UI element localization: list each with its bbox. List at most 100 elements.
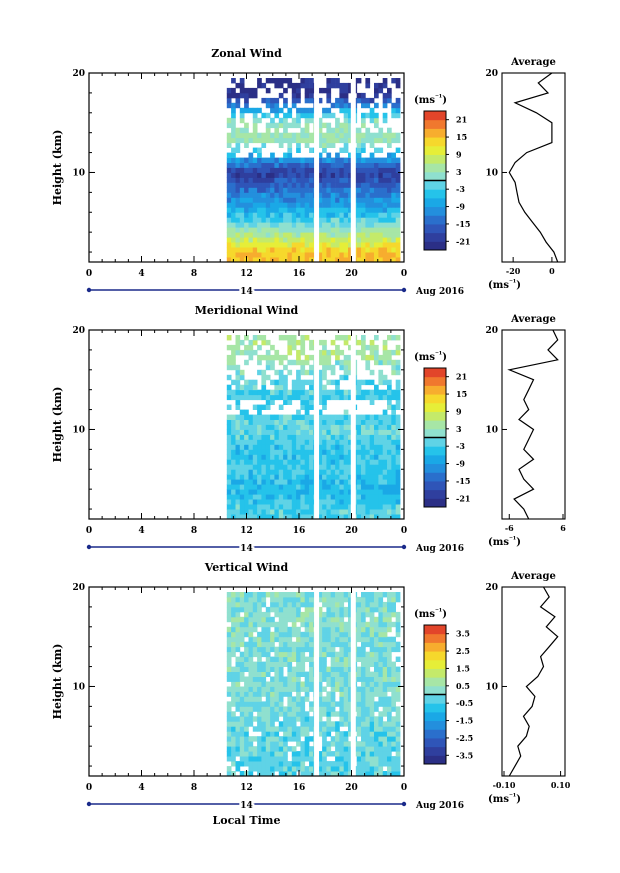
heatmap-cell	[278, 122, 284, 129]
heatmap-cell	[322, 364, 327, 371]
heatmap-cell	[348, 217, 353, 223]
heatmap-cell	[322, 374, 327, 381]
heatmap-cell	[330, 761, 336, 767]
heatmap-cell	[361, 616, 366, 623]
heatmap-cell	[361, 601, 366, 608]
heatmap-cell	[235, 394, 241, 401]
heatmap-cell	[274, 434, 280, 440]
heatmap-cell	[278, 479, 284, 485]
heatmap-cell	[270, 232, 275, 238]
heatmap-cell	[326, 606, 332, 613]
heatmap-cell	[278, 504, 284, 510]
heatmap-cell	[317, 339, 323, 346]
heatmap-cell	[339, 746, 345, 752]
heatmap-cell	[322, 631, 327, 638]
colorbar-tick-label: 3	[456, 167, 462, 177]
heatmap-cell	[343, 621, 349, 628]
heatmap-cell	[335, 424, 340, 430]
heatmap-cell	[261, 731, 267, 737]
heatmap-cell	[339, 227, 345, 233]
heatmap-cell	[278, 379, 284, 386]
heatmap-cell	[348, 227, 353, 233]
heatmap-cell	[365, 636, 371, 643]
heatmap-cell	[274, 504, 280, 510]
heatmap-cell	[239, 92, 245, 99]
heatmap-cell	[226, 509, 232, 515]
heatmap-cell	[235, 601, 241, 608]
heatmap-cell	[304, 444, 310, 450]
heatmap-cell	[235, 621, 241, 628]
heatmap-cell	[261, 187, 267, 193]
heatmap-cell	[283, 646, 288, 653]
heatmap-cell	[348, 691, 353, 697]
heatmap-cell	[283, 756, 288, 762]
heatmap-cell	[257, 706, 262, 712]
heatmap-cell	[231, 424, 236, 430]
heatmap-cell	[326, 232, 332, 238]
heatmap-cell	[235, 761, 241, 767]
heatmap-cell	[343, 454, 349, 460]
heatmap-cell	[287, 212, 293, 218]
heatmap-cell	[257, 756, 262, 762]
heatmap-cell	[361, 681, 366, 687]
heatmap-cell	[369, 474, 375, 480]
heatmap-cell	[322, 726, 327, 732]
heatmap-cell	[244, 464, 249, 470]
heatmap-cell	[343, 394, 349, 401]
heatmap-cell	[244, 621, 249, 628]
heatmap-cell	[378, 484, 384, 490]
heatmap-cell	[283, 87, 288, 94]
heatmap-cell	[265, 736, 271, 742]
heatmap-cell	[335, 701, 340, 707]
heatmap-cell	[257, 459, 262, 465]
heatmap-cell	[291, 626, 297, 633]
heatmap-cell	[326, 514, 332, 520]
heatmap-cell	[330, 247, 336, 253]
heatmap-cell	[322, 721, 327, 727]
heatmap-cell	[395, 474, 401, 480]
heatmap-cell	[356, 716, 362, 722]
heatmap-cell	[317, 761, 323, 767]
heatmap-cell	[339, 107, 345, 114]
heatmap-cell	[235, 247, 241, 253]
colorbar-unit: (ms⁻¹)	[414, 607, 447, 620]
heatmap-cell	[287, 177, 293, 183]
heatmap-cell	[322, 701, 327, 707]
heatmap-cell	[322, 761, 327, 767]
heatmap-cell	[226, 726, 232, 732]
heatmap-cell	[374, 641, 379, 648]
heatmap-cell	[330, 394, 336, 401]
heatmap-cell	[265, 247, 271, 253]
heatmap-cell	[257, 227, 262, 233]
heatmap-cell	[374, 192, 379, 198]
heatmap-cell	[326, 122, 332, 129]
heatmap-cell	[239, 257, 245, 263]
heatmap-cell	[244, 459, 249, 465]
heatmap-cell	[291, 671, 297, 677]
heatmap-cell	[335, 419, 340, 425]
date-label: 14	[240, 287, 253, 297]
heatmap-cell	[369, 197, 375, 203]
heatmap-cell	[378, 379, 384, 386]
heatmap-cell	[326, 414, 332, 420]
heatmap-cell	[265, 197, 271, 203]
heatmap-cell	[326, 222, 332, 228]
heatmap-cell	[348, 701, 353, 707]
heatmap-cell	[391, 107, 396, 114]
heatmap-cell	[261, 464, 267, 470]
heatmap-cell	[339, 349, 345, 356]
heatmap-cell	[248, 601, 254, 608]
heatmap-cell	[304, 354, 310, 361]
heatmap-cell	[326, 726, 332, 732]
heatmap-cell	[244, 237, 249, 243]
heatmap-cell	[265, 127, 271, 134]
heatmap-cell	[309, 92, 314, 99]
heatmap-cell	[244, 429, 249, 435]
heatmap-cell	[369, 207, 375, 213]
heatmap-cell	[361, 696, 366, 702]
heatmap-cell	[252, 177, 258, 183]
heatmap-cell	[326, 444, 332, 450]
heatmap-cell	[287, 335, 293, 341]
heatmap-cell	[291, 207, 297, 213]
heatmap-cell	[369, 706, 375, 712]
